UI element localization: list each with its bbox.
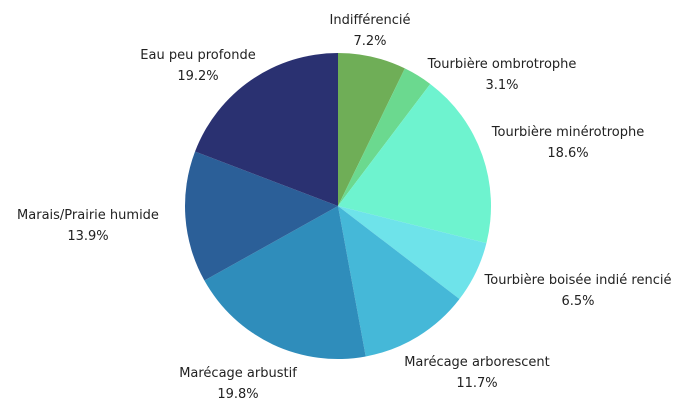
slice-value-label-2: 3.1% [485, 78, 518, 93]
slice-label-5: Marécage arborescent [404, 355, 550, 370]
pie-slice-7 [185, 151, 338, 281]
slice-label-8: Eau peu profonde [140, 48, 255, 63]
pie-slice-2 [338, 68, 431, 206]
pie-slice-1 [338, 53, 405, 206]
pie-slice-5 [338, 206, 460, 357]
pie-labels: Indifférencié 7.2% Tourbière ombrotrophe 3.… [17, 13, 671, 401]
slice-value-label-4: 6.5% [561, 294, 594, 309]
slice-value-label-6: 19.8% [217, 387, 258, 401]
slice-label-6: Marécage arbustif [179, 366, 297, 381]
pie-slice-8 [195, 53, 338, 206]
slice-label-2: Tourbière ombrotrophe [427, 57, 577, 72]
slice-value-label-1: 7.2% [353, 34, 386, 49]
pie-slice-4 [338, 206, 487, 300]
slice-label-3: Tourbière minérotrophe [491, 125, 644, 140]
slice-value-label-8: 19.2% [177, 69, 218, 84]
slice-label-7: Marais/Prairie humide [17, 208, 159, 223]
slice-value-label-5: 11.7% [456, 376, 497, 391]
slice-label-4: Tourbière boisée indié rencié [484, 273, 672, 288]
slice-label-1: Indifférencié [330, 13, 411, 28]
pie-slice-3 [338, 83, 492, 244]
slice-value-label-7: 13.9% [67, 229, 108, 244]
pie-slices [185, 53, 492, 360]
pie-slice-6 [204, 206, 366, 360]
slice-value-label-3: 18.6% [547, 146, 588, 161]
